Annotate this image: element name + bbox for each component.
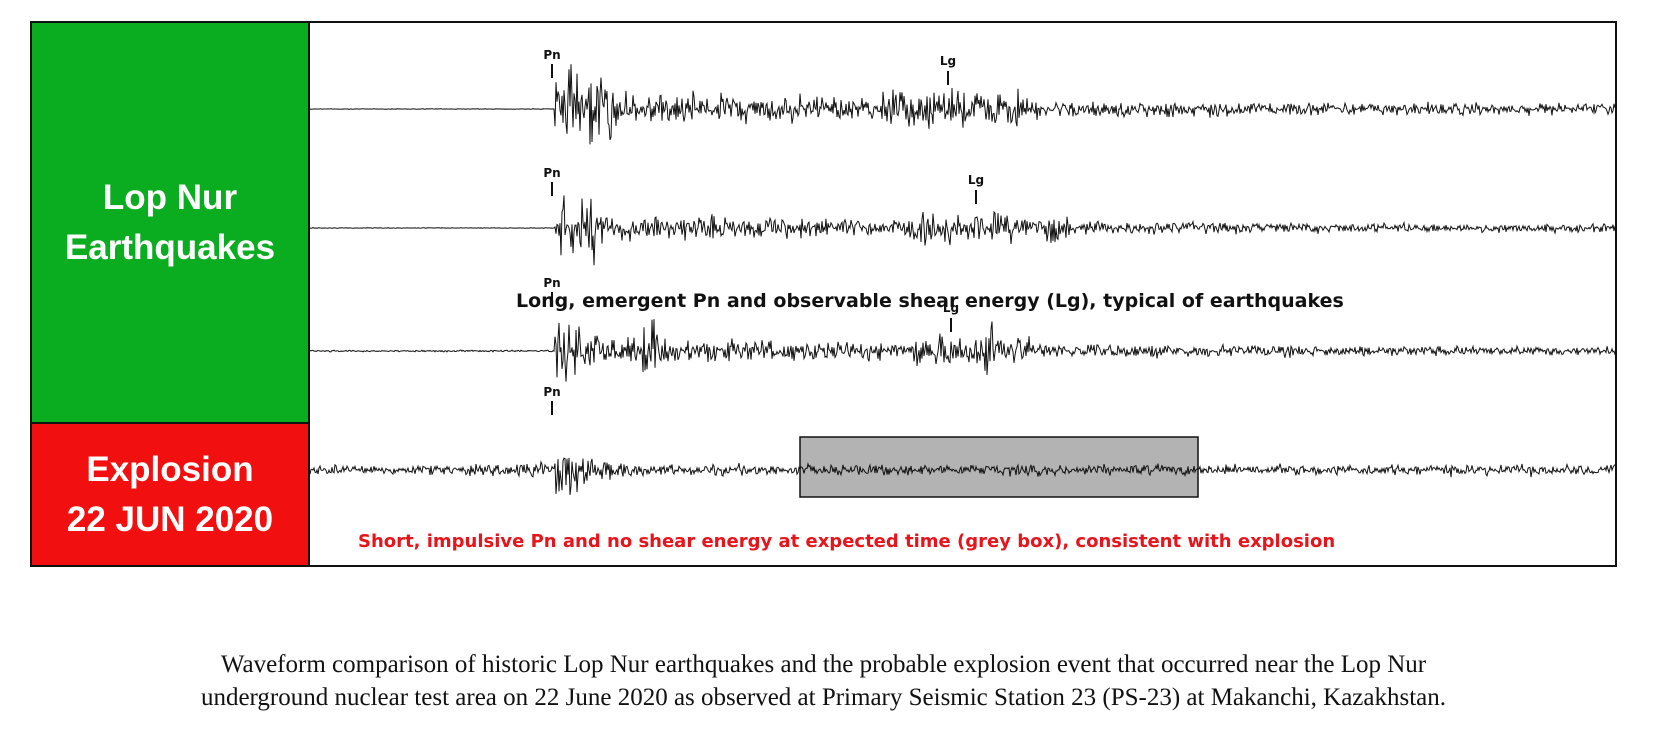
earthquake-annotation: Long, emergent Pn and observable shear e… — [516, 290, 1344, 312]
waveform-figure: Lop Nur Earthquakes Explosion 22 JUN 202… — [30, 21, 1617, 567]
pn-marker-trace-2 — [551, 182, 553, 196]
explosion-annotation: Short, impulsive Pn and no shear energy … — [358, 531, 1336, 552]
pn-label-trace-2: Pn — [543, 166, 561, 180]
explosion-panel-line2: 22 JUN 2020 — [66, 499, 274, 539]
pn-marker-trace-1 — [551, 64, 553, 78]
trace-earthquake-1 — [310, 64, 1615, 145]
trace-explosion — [310, 457, 1615, 496]
earthquakes-panel-line1: Lop Nur — [102, 177, 238, 217]
explosion-panel-line1: Explosion — [86, 449, 254, 489]
explosion-panel: Explosion 22 JUN 2020 — [32, 424, 310, 565]
seismogram-traces — [310, 64, 1615, 498]
earthquakes-panel-line2: Earthquakes — [64, 227, 276, 267]
pn-marker-trace-4 — [551, 401, 553, 415]
caption-line-2: underground nuclear test area on 22 June… — [200, 684, 1447, 711]
lg-marker-trace-1 — [947, 71, 949, 85]
trace-earthquake-2 — [310, 195, 1615, 266]
lg-label-trace-1: Lg — [939, 54, 957, 68]
pn-label-trace-1: Pn — [543, 48, 561, 62]
earthquakes-panel: Lop Nur Earthquakes — [32, 23, 310, 424]
pn-label-trace-4: Pn — [543, 385, 561, 399]
waveform-area: Pn Lg Pn Lg Pn Lg Pn — [310, 23, 1615, 565]
pn-label-trace-3: Pn — [543, 276, 561, 290]
caption-line-1: Waveform comparison of historic Lop Nur … — [220, 651, 1427, 678]
lg-marker-trace-3 — [950, 318, 952, 332]
figure-caption: Waveform comparison of historic Lop Nur … — [30, 648, 1617, 714]
lg-marker-trace-2 — [975, 190, 977, 204]
trace-earthquake-3 — [310, 319, 1615, 382]
lg-label-trace-2: Lg — [967, 173, 985, 187]
pn-marker-trace-3 — [551, 292, 553, 306]
lg-label-trace-3: Lg — [942, 301, 960, 315]
